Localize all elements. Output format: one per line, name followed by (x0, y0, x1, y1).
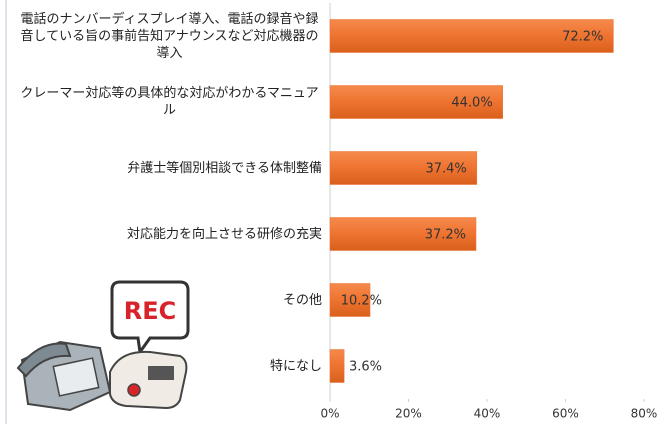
category-label: その他 (8, 270, 322, 330)
bar (329, 283, 371, 317)
value-label: 3.6% (349, 360, 382, 375)
category-text: 弁護士等個別相談できる体制整備 (127, 160, 322, 176)
x-tick-label: 0% (320, 407, 339, 421)
category-text: クレーマー対応等の具体的な対応がわかるマニュアル (20, 86, 319, 118)
category-label: クレーマー対応等の具体的な対応がわかるマニュアル (8, 72, 322, 132)
x-tick-label: 40% (474, 407, 501, 421)
bar (329, 217, 477, 251)
x-tick-label: 20% (395, 407, 422, 421)
category-label: 特になし (8, 336, 322, 396)
phone-illustration: REC (16, 280, 190, 412)
x-tick-label: 60% (552, 407, 579, 421)
value-label: 37.2% (425, 228, 466, 243)
category-label: 電話のナンバーディスプレイ導入、電話の録音や録音している旨の事前告知アナウンスな… (8, 6, 322, 66)
bar (329, 349, 345, 383)
value-label: 44.0% (451, 96, 492, 111)
value-label: 37.4% (425, 162, 466, 177)
category-text: 特になし (269, 358, 322, 374)
category-text: 対応能力を向上させる研修の充実 (126, 226, 322, 242)
category-label: 弁護士等個別相談できる体制整備 (8, 138, 322, 198)
rec-text: REC (124, 297, 177, 325)
category-label: 対応能力を向上させる研修の充実 (8, 204, 322, 264)
category-text: その他 (282, 292, 322, 308)
bar (329, 151, 478, 185)
bar (329, 85, 503, 119)
x-tick-label: 80% (631, 407, 658, 421)
category-text: 電話のナンバーディスプレイ導入、電話の録音や録音している旨の事前告知アナウンスな… (20, 11, 319, 61)
value-label: 72.2% (562, 30, 603, 45)
value-label: 10.2% (341, 294, 382, 309)
bar (329, 19, 614, 53)
